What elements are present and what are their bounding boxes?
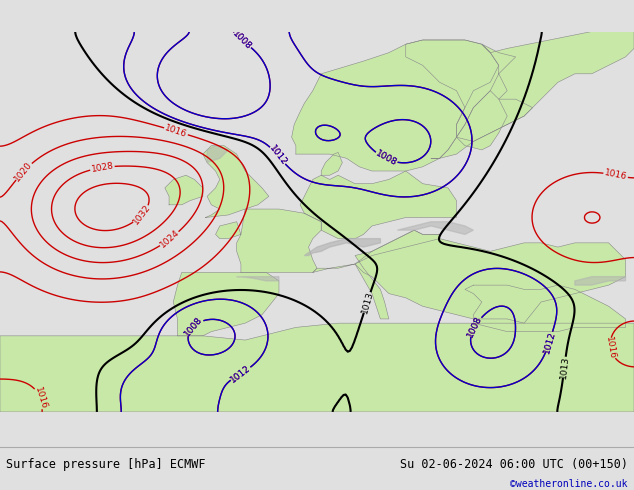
Text: 1008: 1008 xyxy=(466,315,484,339)
Text: 1012: 1012 xyxy=(229,363,252,384)
Text: 1016: 1016 xyxy=(164,123,188,139)
Text: 1016: 1016 xyxy=(604,169,628,182)
Polygon shape xyxy=(465,285,626,332)
Polygon shape xyxy=(236,277,279,281)
Text: 1008: 1008 xyxy=(183,315,204,339)
Text: 1012: 1012 xyxy=(229,363,252,384)
Text: 1016: 1016 xyxy=(604,336,617,361)
Polygon shape xyxy=(398,222,474,234)
Text: 1008: 1008 xyxy=(373,149,398,168)
Polygon shape xyxy=(165,175,203,205)
Polygon shape xyxy=(431,91,533,158)
Polygon shape xyxy=(313,230,439,319)
Polygon shape xyxy=(292,40,499,171)
Text: 1020: 1020 xyxy=(13,160,34,183)
Text: 1008: 1008 xyxy=(231,29,253,52)
Polygon shape xyxy=(203,146,269,218)
Polygon shape xyxy=(456,44,515,150)
Text: 1024: 1024 xyxy=(158,228,181,250)
Text: 1012: 1012 xyxy=(267,144,288,167)
Text: 1008: 1008 xyxy=(373,149,398,168)
Text: 1008: 1008 xyxy=(231,29,253,52)
Text: 1032: 1032 xyxy=(131,203,153,226)
Text: 1008: 1008 xyxy=(466,315,484,339)
Text: 1013: 1013 xyxy=(559,355,570,379)
Polygon shape xyxy=(207,146,228,163)
Text: 1008: 1008 xyxy=(183,315,204,339)
Polygon shape xyxy=(216,209,321,272)
Text: ©weatheronline.co.uk: ©weatheronline.co.uk xyxy=(510,479,628,490)
Text: 1012: 1012 xyxy=(542,330,557,354)
Text: Su 02-06-2024 06:00 UTC (00+150): Su 02-06-2024 06:00 UTC (00+150) xyxy=(399,458,628,471)
Text: 1012: 1012 xyxy=(542,330,557,354)
Polygon shape xyxy=(300,171,456,239)
Polygon shape xyxy=(575,277,626,285)
Polygon shape xyxy=(355,230,626,323)
Text: 1028: 1028 xyxy=(90,161,114,174)
Text: 1012: 1012 xyxy=(267,144,288,167)
Polygon shape xyxy=(321,152,342,175)
Polygon shape xyxy=(406,31,634,142)
Text: 1013: 1013 xyxy=(359,290,375,315)
Polygon shape xyxy=(0,323,634,412)
Polygon shape xyxy=(173,272,279,336)
Text: Surface pressure [hPa] ECMWF: Surface pressure [hPa] ECMWF xyxy=(6,458,206,471)
Text: 1016: 1016 xyxy=(32,386,48,411)
Polygon shape xyxy=(304,239,380,256)
